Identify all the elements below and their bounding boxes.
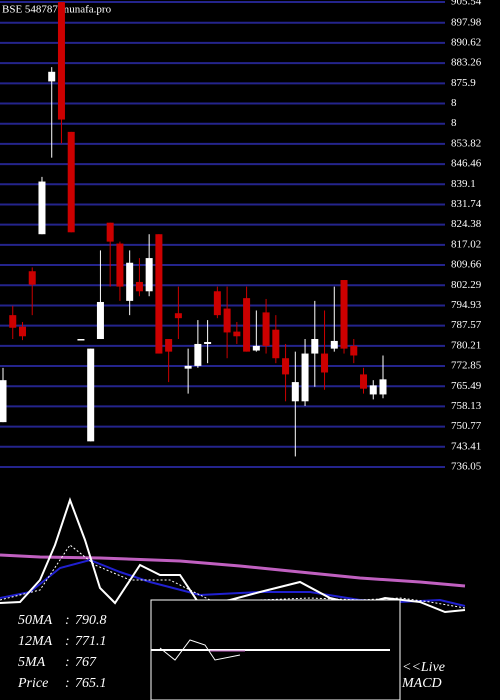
y-tick-label: 802.29 [451, 279, 482, 291]
y-tick-label: 765.49 [451, 380, 482, 392]
candle-body [96, 301, 104, 340]
candle-body [194, 343, 202, 366]
candle-body [252, 345, 260, 351]
indicator-value: 765.1 [75, 676, 107, 691]
candle-body [379, 379, 387, 395]
y-tick-label: 780.21 [451, 339, 481, 351]
candle-body [223, 308, 231, 333]
indicator-label: Price [17, 676, 48, 691]
candle-body [360, 374, 368, 389]
y-tick-label: 831.74 [451, 198, 482, 210]
candle-body [18, 326, 26, 337]
candle-body [340, 280, 348, 349]
y-tick-label: 853.82 [451, 137, 481, 149]
candle-body [67, 131, 75, 233]
y-tick-label: 875.9 [451, 77, 476, 89]
y-tick-label: 750.77 [451, 420, 482, 432]
macd-label: MACD [401, 676, 442, 691]
y-tick-label: 787.57 [451, 319, 482, 331]
candle-body [291, 382, 299, 402]
candle-body [301, 353, 309, 402]
y-tick-label: 743.41 [451, 440, 481, 452]
candle-body [145, 258, 153, 292]
candle-body [350, 345, 358, 356]
macd-label: <<Live [402, 660, 445, 675]
y-tick-label: 897.98 [451, 16, 482, 28]
y-tick-label: 772.85 [451, 360, 482, 372]
candle-body [321, 353, 329, 373]
candle-body [272, 329, 280, 359]
indicator-label: 50MA [18, 613, 53, 628]
indicator-value: 767 [75, 655, 97, 670]
candle-body [87, 348, 95, 442]
y-tick-label: 824.38 [451, 218, 482, 230]
y-tick-label: 758.13 [451, 400, 482, 412]
separator: : [65, 676, 70, 691]
candle-body [204, 342, 212, 344]
y-tick-label: 809.66 [451, 259, 482, 271]
candle-body [38, 181, 46, 235]
y-tick-label: 8 [451, 117, 457, 129]
candle-body [48, 71, 56, 82]
indicator-value: 771.1 [75, 634, 107, 649]
indicator-panel [0, 497, 466, 700]
separator: : [65, 613, 70, 628]
candle-body [243, 298, 251, 352]
y-tick-label: 8 [451, 97, 457, 109]
candle-body [311, 339, 319, 354]
ma-line [0, 553, 466, 588]
candle-body [330, 340, 338, 349]
candle-body [233, 331, 241, 337]
y-tick-label: 794.93 [451, 299, 482, 311]
indicator-value: 790.8 [75, 613, 107, 628]
chart-title: BSE 548787 munafa.pro [2, 4, 112, 16]
candle-body [369, 385, 377, 395]
candle-body [116, 243, 124, 287]
candle-body [0, 380, 7, 423]
separator: : [65, 655, 70, 670]
y-tick-label: 817.02 [451, 238, 481, 250]
indicator-label: 12MA [18, 634, 53, 649]
y-tick-label: 890.62 [451, 36, 481, 48]
ma-line [0, 544, 466, 609]
candle-body [155, 234, 163, 354]
candle-body [282, 358, 290, 375]
candle-body [184, 365, 192, 369]
y-tick-label: 736.05 [451, 461, 482, 473]
candle-body [213, 291, 221, 316]
y-tick-label: 839.1 [451, 178, 476, 190]
candle-body [57, 2, 65, 120]
candle-body [28, 271, 36, 285]
candle-body [165, 339, 173, 352]
macd-signal [159, 639, 241, 661]
candle-body [9, 315, 17, 328]
candle-body [135, 281, 143, 292]
separator: : [65, 634, 70, 649]
candle-body [262, 312, 270, 346]
candle-body [126, 262, 134, 301]
y-tick-label: 905.54 [451, 0, 482, 8]
candle-body [77, 339, 85, 341]
candle-body [174, 313, 182, 319]
y-tick-label: 846.46 [451, 158, 482, 170]
y-tick-label: 883.26 [451, 57, 482, 69]
candle-body [106, 222, 114, 242]
indicator-label: 5MA [18, 655, 46, 670]
grid: 905.54 897.98 890.62 883.26 875.9 8 8 853.82 846… [0, 0, 482, 473]
